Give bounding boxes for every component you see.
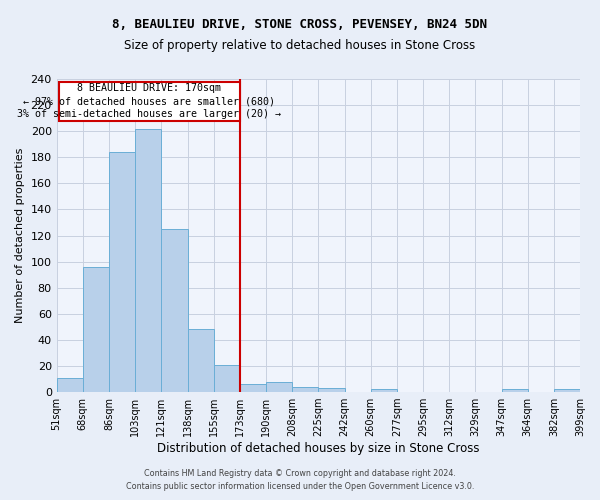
X-axis label: Distribution of detached houses by size in Stone Cross: Distribution of detached houses by size …: [157, 442, 479, 455]
FancyBboxPatch shape: [59, 82, 240, 120]
Text: 8 BEAULIEU DRIVE: 170sqm
← 97% of detached houses are smaller (680)
3% of semi-d: 8 BEAULIEU DRIVE: 170sqm ← 97% of detach…: [17, 83, 281, 120]
Bar: [56, 378, 83, 392]
Bar: [240, 384, 266, 392]
Bar: [502, 390, 527, 392]
Text: 8, BEAULIEU DRIVE, STONE CROSS, PEVENSEY, BN24 5DN: 8, BEAULIEU DRIVE, STONE CROSS, PEVENSEY…: [113, 18, 487, 30]
Bar: [214, 364, 240, 392]
Text: Contains HM Land Registry data © Crown copyright and database right 2024.
Contai: Contains HM Land Registry data © Crown c…: [126, 470, 474, 491]
Y-axis label: Number of detached properties: Number of detached properties: [15, 148, 25, 323]
Bar: [83, 267, 109, 392]
Bar: [266, 382, 292, 392]
Bar: [554, 390, 580, 392]
Bar: [292, 387, 319, 392]
Text: Size of property relative to detached houses in Stone Cross: Size of property relative to detached ho…: [124, 39, 476, 52]
Bar: [319, 388, 344, 392]
Bar: [109, 152, 135, 392]
Bar: [187, 330, 214, 392]
Bar: [161, 229, 187, 392]
Bar: [135, 128, 161, 392]
Bar: [371, 390, 397, 392]
